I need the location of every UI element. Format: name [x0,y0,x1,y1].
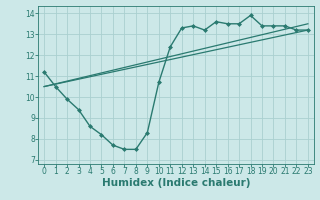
X-axis label: Humidex (Indice chaleur): Humidex (Indice chaleur) [102,178,250,188]
